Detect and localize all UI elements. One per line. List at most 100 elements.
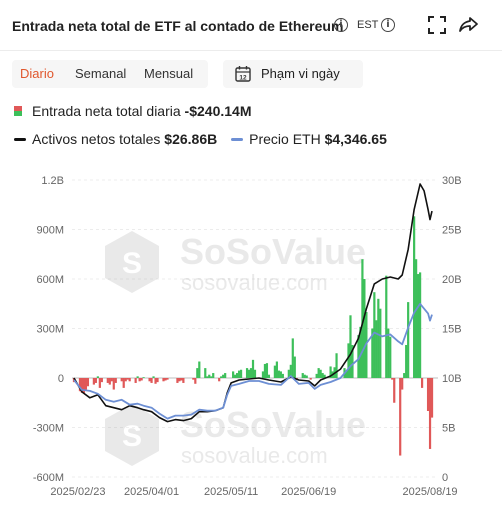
flow-bar <box>220 376 223 378</box>
svg-text:12: 12 <box>239 74 247 81</box>
y-right-tick-label: 30B <box>442 175 462 187</box>
flow-bar <box>389 336 392 378</box>
flow-bar <box>84 378 88 390</box>
y-left-tick-label: 0 <box>58 373 64 385</box>
flow-bar <box>120 378 123 382</box>
y-right-tick-label: 5B <box>442 423 455 435</box>
flow-bar <box>124 378 127 382</box>
flow-bar <box>138 378 141 382</box>
svg-text:S: S <box>122 247 142 280</box>
y-right-tick-label: 25B <box>442 225 462 237</box>
flow-bar <box>212 373 215 378</box>
flow-bar <box>218 378 221 382</box>
flow-bar <box>349 315 352 378</box>
watermark-brand: SoSoValue <box>180 231 366 272</box>
y-left-tick-label: 300M <box>36 324 64 336</box>
flow-bar <box>309 378 312 380</box>
x-tick-label: 2025/08/19 <box>403 486 458 498</box>
flow-bar <box>287 369 290 378</box>
tab-monthly[interactable]: Mensual <box>144 66 194 81</box>
watermark-url: sosovalue.com <box>181 270 328 295</box>
flow-bar <box>407 302 410 378</box>
flow-bar <box>413 216 416 378</box>
legend-daily: Entrada neta total diaria -$240.14M <box>14 103 251 119</box>
flow-bar <box>277 370 280 378</box>
flow-bar <box>359 326 362 378</box>
flow-bar <box>357 335 360 378</box>
y-left-tick-label: -300M <box>33 423 64 435</box>
flow-bar <box>305 375 308 378</box>
flow-bar <box>128 378 131 382</box>
flow-bar <box>126 378 129 380</box>
flow-bar <box>154 378 157 384</box>
flow-bar <box>279 371 282 378</box>
flow-bar <box>180 378 183 381</box>
chart-title: Entrada neta total de ETF al contado de … <box>12 18 344 34</box>
flow-bar <box>373 292 376 378</box>
flow-bar <box>92 378 95 385</box>
period-tabs: Diario Semanal Mensual <box>12 60 208 88</box>
flow-bar <box>232 371 235 378</box>
flow-bar <box>224 373 227 378</box>
flow-bar <box>162 378 165 382</box>
flow-bar <box>363 279 366 378</box>
flow-bar <box>122 378 125 388</box>
watermark: S SoSoValue sosovalue.com S SoSoValue so… <box>105 231 366 468</box>
flow-bar <box>289 364 292 378</box>
y-right-tick-label: 15B <box>442 324 462 336</box>
y-left-tick-label: 600M <box>36 274 64 286</box>
total-assets-swatch <box>14 137 26 141</box>
flow-bar <box>86 378 90 387</box>
flow-bar <box>319 369 322 378</box>
date-range-button[interactable]: 12 Phạm vi ngày <box>223 60 363 88</box>
flow-bar <box>261 371 265 378</box>
flow-bar <box>426 378 430 411</box>
flow-bar <box>251 359 255 378</box>
flow-bar <box>377 298 380 378</box>
info-icon[interactable]: i <box>334 18 348 32</box>
eth-price-line <box>73 302 433 420</box>
flow-bar <box>140 378 143 381</box>
flow-bar <box>106 378 109 383</box>
flow-bar <box>291 338 294 378</box>
legend-lines: Activos netos totales $26.86B Precio ETH… <box>14 131 387 147</box>
legend-daily-label: Entrada neta total diaria <box>32 103 181 119</box>
timezone-info-icon[interactable]: i <box>381 18 395 32</box>
flow-bar <box>345 370 348 378</box>
share-icon[interactable] <box>458 14 480 36</box>
y-right-tick-label: 20B <box>442 274 462 286</box>
sosovalue-logo-icon-2: S <box>105 404 159 466</box>
legend-daily-value: -$240.14M <box>184 103 252 119</box>
flow-bar <box>403 373 406 378</box>
tab-weekly[interactable]: Semanal <box>75 66 127 81</box>
flow-bar <box>275 361 278 378</box>
fullscreen-icon[interactable] <box>426 14 448 36</box>
flow-bar <box>371 328 374 378</box>
flow-bar <box>303 374 306 378</box>
flow-bar <box>80 378 84 393</box>
flow-bar <box>317 368 320 378</box>
flow-bar <box>418 272 422 378</box>
chart-header: Entrada neta total de ETF al contado de … <box>0 0 502 51</box>
flow-bar <box>206 376 209 378</box>
flow-bar <box>323 374 326 378</box>
flow-bar <box>415 259 418 378</box>
flow-bar <box>265 363 269 378</box>
sosovalue-logo-icon: S <box>105 231 159 293</box>
date-range-label: Phạm vi ngày <box>261 66 340 81</box>
flow-bar <box>387 328 390 378</box>
flow-bar <box>234 374 237 378</box>
flow-bar <box>239 369 243 378</box>
flow-bar <box>399 378 402 456</box>
flow-bar <box>164 378 167 381</box>
legend-price-label: Precio ETH <box>249 131 321 147</box>
tab-daily[interactable]: Diario <box>20 66 54 81</box>
flow-bar <box>263 363 267 378</box>
legend-price-value: $4,346.65 <box>324 131 387 147</box>
flow-bar <box>108 378 111 385</box>
flow-bar <box>94 378 97 383</box>
x-tick-label: 2025/06/19 <box>281 486 336 498</box>
watermark-url-2: sosovalue.com <box>181 443 328 468</box>
flow-bar <box>361 259 364 378</box>
flow-bar <box>204 368 207 378</box>
